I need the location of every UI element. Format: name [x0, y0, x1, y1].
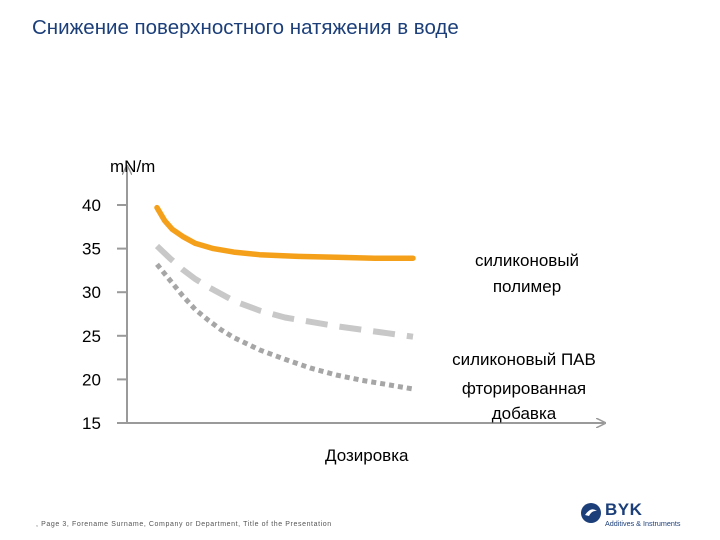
slide-title: Снижение поверхностного натяжения в воде [32, 16, 459, 39]
logo-name: BYK [605, 500, 643, 519]
byk-logo: BYK Additives & Instruments [580, 500, 692, 532]
byk-logo-icon [581, 503, 601, 523]
logo-subtitle: Additives & Instruments [605, 519, 681, 528]
y-axis-label: mN/m [110, 157, 155, 176]
footer-text: , Page 3, Forename Surname, Company or D… [36, 521, 332, 528]
series-line-1 [154, 204, 416, 261]
series-line-3 [155, 262, 414, 392]
series-label-silicone-polymer-line2: полимер [493, 277, 561, 296]
y-tick-label: 30 [82, 283, 101, 302]
series-label-fluorinated-additive-line2: добавка [492, 404, 557, 423]
y-tick-label: 35 [82, 240, 101, 259]
y-tick-label: 15 [82, 414, 101, 433]
y-tick-label: 20 [82, 370, 101, 389]
series-label-silicone-surfactant: силиконовый ПАВ [452, 350, 596, 369]
y-tick-label: 25 [82, 327, 101, 346]
series-label-silicone-polymer-line1: силиконовый [475, 251, 579, 270]
series-label-fluorinated-additive-line1: фторированная [462, 379, 586, 398]
series-line-2 [154, 243, 414, 340]
x-axis-label: Дозировка [325, 446, 409, 465]
y-tick-label: 40 [82, 196, 101, 215]
